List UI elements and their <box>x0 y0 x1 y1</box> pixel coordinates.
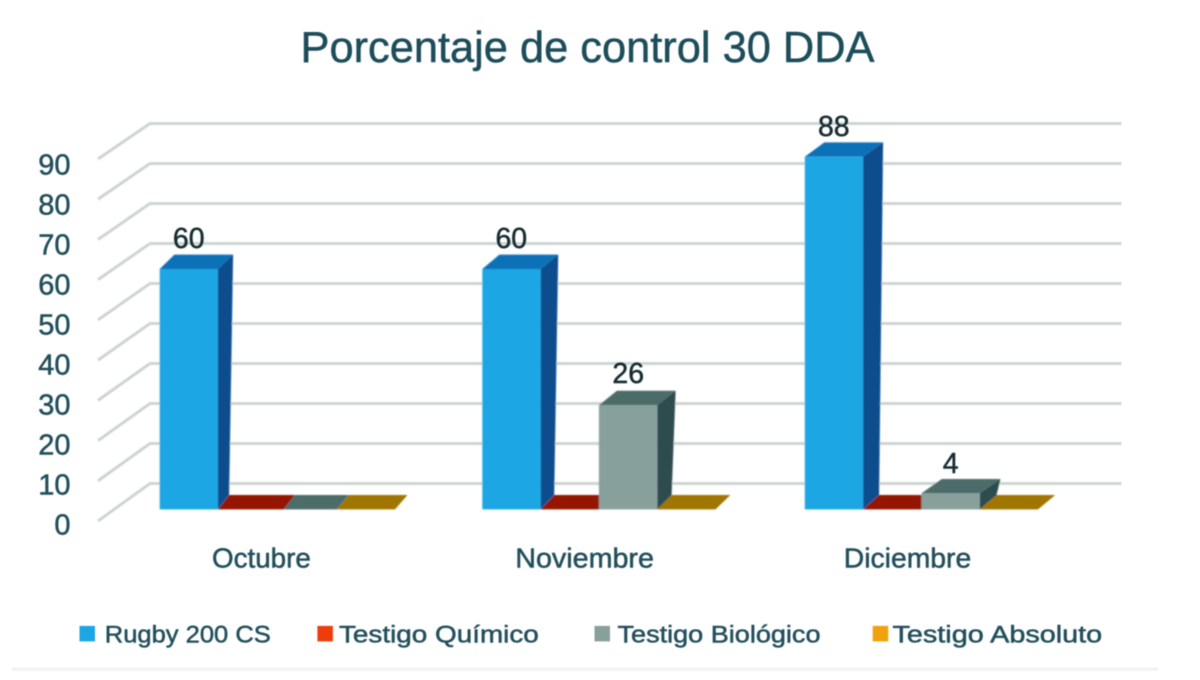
svg-text:30: 30 <box>38 389 70 421</box>
svg-text:88: 88 <box>818 111 850 143</box>
svg-text:Porcentaje de control 30 DDA: Porcentaje de control 30 DDA <box>301 23 876 72</box>
svg-text:Noviembre: Noviembre <box>515 543 654 574</box>
svg-text:Testigo Absoluto: Testigo Absoluto <box>893 622 1103 649</box>
svg-text:Diciembre: Diciembre <box>844 543 972 574</box>
svg-text:70: 70 <box>38 229 70 261</box>
svg-text:26: 26 <box>612 358 644 390</box>
svg-text:Testigo Químico: Testigo Químico <box>339 622 539 649</box>
svg-text:60: 60 <box>38 269 70 301</box>
svg-text:Testigo Biológico: Testigo Biológico <box>618 622 821 649</box>
svg-text:60: 60 <box>173 223 205 255</box>
svg-text:4: 4 <box>943 448 959 480</box>
svg-text:20: 20 <box>38 429 70 461</box>
svg-text:90: 90 <box>38 149 70 181</box>
svg-text:Rugby 200 CS: Rugby 200 CS <box>105 622 271 649</box>
svg-text:Octubre: Octubre <box>212 543 311 574</box>
svg-text:60: 60 <box>495 223 527 255</box>
svg-text:50: 50 <box>38 309 70 341</box>
svg-text:0: 0 <box>54 509 70 541</box>
svg-text:80: 80 <box>38 189 70 221</box>
svg-text:40: 40 <box>38 349 70 381</box>
svg-text:10: 10 <box>38 469 70 501</box>
